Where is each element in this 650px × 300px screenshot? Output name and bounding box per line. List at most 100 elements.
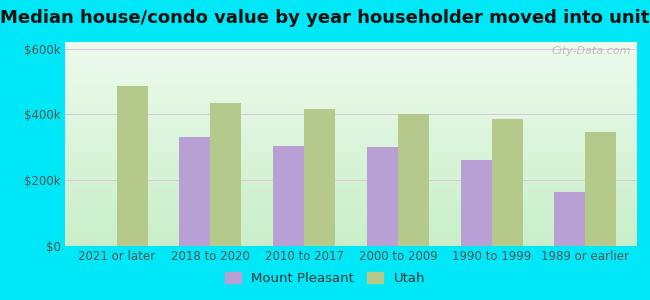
Bar: [65, 192, 637, 193]
Bar: [491, 119, 523, 246]
Bar: [65, 88, 637, 90]
Bar: [65, 62, 637, 64]
Bar: [65, 198, 637, 200]
Bar: [179, 137, 211, 246]
Bar: [65, 210, 637, 212]
Bar: [65, 224, 637, 226]
Bar: [65, 185, 637, 187]
Bar: [65, 85, 637, 86]
Bar: [304, 110, 335, 246]
Bar: [65, 173, 637, 175]
Bar: [65, 222, 637, 224]
Bar: [65, 73, 637, 74]
Bar: [65, 129, 637, 130]
Bar: [65, 146, 637, 147]
Bar: [65, 141, 637, 142]
Bar: [116, 86, 148, 246]
Bar: [367, 147, 398, 246]
Bar: [65, 244, 637, 246]
Bar: [65, 122, 637, 124]
Bar: [65, 52, 637, 54]
Bar: [65, 188, 637, 190]
Bar: [65, 98, 637, 100]
Bar: [65, 124, 637, 125]
Bar: [65, 103, 637, 105]
Bar: [65, 56, 637, 57]
Bar: [65, 149, 637, 151]
Bar: [65, 159, 637, 161]
Bar: [65, 69, 637, 71]
Bar: [211, 103, 241, 246]
Bar: [65, 64, 637, 66]
Bar: [65, 236, 637, 238]
Bar: [65, 158, 637, 159]
Bar: [65, 202, 637, 203]
Bar: [65, 47, 637, 49]
Bar: [65, 76, 637, 78]
Bar: [65, 176, 637, 178]
Bar: [65, 134, 637, 136]
Bar: [65, 71, 637, 73]
Bar: [65, 190, 637, 192]
Bar: [65, 232, 637, 234]
Bar: [65, 59, 637, 61]
Bar: [65, 193, 637, 195]
Bar: [65, 91, 637, 93]
Bar: [65, 203, 637, 205]
Bar: [65, 220, 637, 222]
Bar: [65, 154, 637, 156]
Bar: [65, 83, 637, 85]
Bar: [65, 166, 637, 168]
Bar: [554, 192, 586, 246]
Bar: [65, 152, 637, 154]
Bar: [65, 161, 637, 163]
Bar: [65, 132, 637, 134]
Bar: [65, 93, 637, 95]
Bar: [65, 144, 637, 146]
Bar: [65, 54, 637, 56]
Bar: [65, 183, 637, 185]
Bar: [65, 110, 637, 112]
Bar: [65, 229, 637, 231]
Bar: [65, 112, 637, 113]
Bar: [273, 146, 304, 246]
Bar: [65, 175, 637, 176]
Bar: [65, 156, 637, 158]
Bar: [65, 205, 637, 207]
Bar: [65, 197, 637, 198]
Bar: [65, 50, 637, 52]
Bar: [65, 171, 637, 173]
Bar: [65, 212, 637, 214]
Bar: [65, 219, 637, 220]
Bar: [65, 66, 637, 68]
Bar: [65, 217, 637, 219]
Bar: [65, 239, 637, 241]
Bar: [65, 147, 637, 149]
Bar: [65, 86, 637, 88]
Bar: [65, 118, 637, 120]
Bar: [65, 163, 637, 164]
Bar: [65, 61, 637, 62]
Bar: [65, 139, 637, 141]
Bar: [65, 117, 637, 118]
Bar: [65, 207, 637, 208]
Bar: [65, 182, 637, 183]
Bar: [65, 241, 637, 243]
Bar: [65, 195, 637, 197]
Bar: [65, 226, 637, 227]
Bar: [65, 164, 637, 166]
Bar: [65, 45, 637, 47]
Bar: [65, 96, 637, 98]
Bar: [65, 180, 637, 182]
Text: Median house/condo value by year householder moved into unit: Median house/condo value by year househo…: [0, 9, 650, 27]
Bar: [65, 234, 637, 236]
Bar: [65, 120, 637, 122]
Bar: [65, 74, 637, 76]
Bar: [65, 106, 637, 108]
Bar: [65, 127, 637, 129]
Bar: [65, 115, 637, 117]
Bar: [65, 95, 637, 96]
Bar: [65, 125, 637, 127]
Bar: [65, 238, 637, 239]
Bar: [398, 114, 429, 246]
